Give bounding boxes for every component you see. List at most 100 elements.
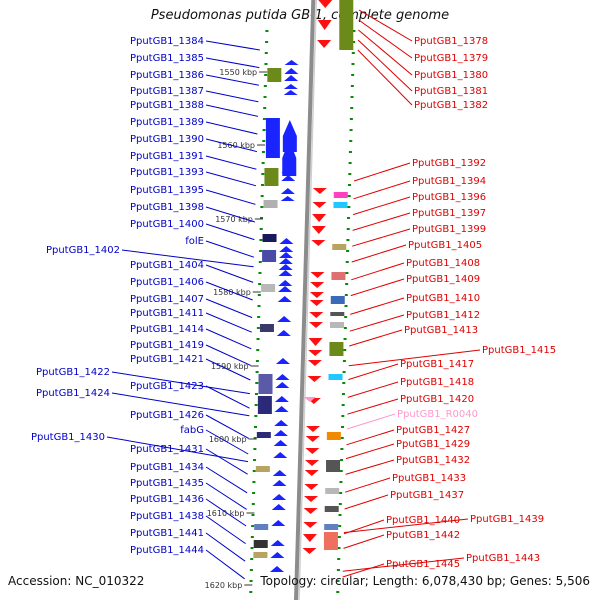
gene-arrow-forward [283,84,298,89]
gene-label-right: PputGB1_1440 [386,515,460,526]
gene-arrow-reverse [307,376,322,382]
tick-mark [340,437,344,439]
tick-mark [249,591,253,593]
gene-arrow-forward [275,382,290,388]
tick-mark [347,195,351,197]
tick-mark [250,558,254,560]
label-connector-right [357,49,413,106]
gene-arrow-forward [284,68,299,74]
gene-label-left: PputGB1_1391 [130,151,204,162]
gene-arrow-reverse [309,300,324,306]
gene-label-left: PputGB1_1438 [130,511,204,522]
label-connector-left [205,90,259,103]
tick-mark [337,547,341,549]
gene-forward [261,284,276,292]
gene-arrow-forward [279,238,294,244]
tick-mark [265,30,269,32]
bp-tick-label: 1610 kbp [207,509,245,518]
tick-mark [251,514,255,516]
gene-arrow-forward [274,396,289,402]
gene-label-left: PputGB1_1388 [130,100,204,111]
gene-label-left: folE [185,236,204,247]
label-connector-right [346,413,396,430]
label-connector-right [352,212,411,231]
gene-arrow-forward [278,286,293,292]
gene-arrow-forward [280,188,295,194]
gene-label-right: PputGB1_1413 [404,325,478,336]
gene-label-left: PputGB1_1444 [130,545,204,556]
label-connector-right [352,228,411,247]
tick-mark [257,294,261,296]
gene-label-left: PputGB1_1398 [130,202,204,213]
gene-arrow-forward [276,330,291,336]
tick-mark [346,228,350,230]
tick-mark [263,96,267,98]
tick-mark [348,151,352,153]
gene-label-right: PputGB1_1392 [412,158,486,169]
tick-mark [253,448,257,450]
gene-label-right: PputGB1_1445 [386,559,460,570]
tick-mark [337,558,341,560]
bp-tick-label: 1590 kbp [211,362,249,371]
tick-mark [251,525,255,527]
gene-arrow-reverse [312,214,327,222]
gene-label-right: PputGB1_1418 [400,377,474,388]
tick-mark [347,184,351,186]
tick-mark [249,580,253,582]
tick-mark [349,129,353,131]
tick-mark [349,118,353,120]
label-connector-left [205,414,249,439]
gene-label-left: PputGB1_1407 [130,294,204,305]
gene-arrow-reverse [302,548,317,554]
tick-mark [263,107,267,109]
label-connector-left [205,57,260,69]
label-connector-right [342,563,385,578]
gene-arrow-forward [271,504,286,510]
gene-arrow-forward [272,480,287,486]
label-connector-right [350,297,405,315]
backbone-line [294,0,316,600]
gene-label-right: PputGB1_1442 [386,530,460,541]
tick-mark [342,371,346,373]
tick-mark [349,140,353,142]
gene-label-left: PputGB1_1441 [130,528,204,539]
gene-label-right: PputGB1_1394 [412,176,486,187]
tick-mark [350,96,354,98]
tick-mark [254,393,258,395]
gene-reverse [329,342,344,356]
label-connector-right [351,262,405,281]
tick-mark [249,569,253,571]
tick-mark [339,470,343,472]
tick-mark [343,327,347,329]
tick-mark [351,74,355,76]
tick-mark [259,250,263,252]
gene-arrow-forward [277,296,292,302]
gene-arrow-reverse [302,534,317,542]
gene-label-right: PputGB1_1408 [406,258,480,269]
label-connector-right [348,349,481,367]
tick-mark [343,349,347,351]
gene-forward [262,250,277,262]
tick-mark [260,217,264,219]
label-connector-right [349,329,403,347]
gene-label-left: PputGB1_1436 [130,494,204,505]
label-connector-right [343,534,385,549]
label-connector-right [347,398,399,415]
tick-mark [257,305,261,307]
gene-arrow-reverse [305,460,320,466]
gene-reverse [332,244,347,250]
tick-mark [262,118,266,120]
gene-label-right: PputGB1_1432 [396,455,470,466]
gene-label-left: PputGB1_1406 [130,277,204,288]
gene-arrow-reverse [308,350,323,356]
gene-forward [262,234,277,242]
tick-mark [261,162,265,164]
tick-mark [348,162,352,164]
label-connector-left [205,298,253,319]
gene-label-left: PputGB1_1426 [130,410,204,421]
label-connector-right [344,477,391,493]
tick-mark [342,382,346,384]
label-connector-left [205,312,252,333]
gene-arrow-forward [273,440,288,446]
bp-tick-label: 1560 kbp [217,141,255,150]
